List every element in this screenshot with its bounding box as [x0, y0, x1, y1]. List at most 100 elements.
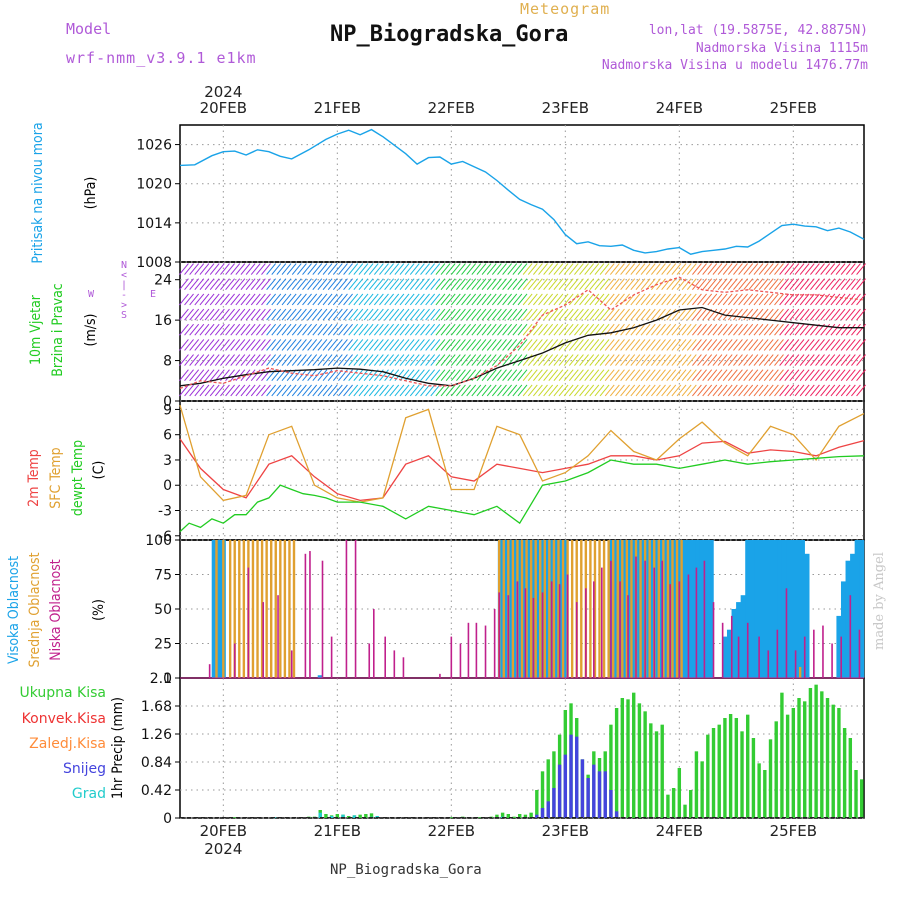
- precip-bar-1: [609, 790, 613, 818]
- wind-barb: [533, 263, 543, 275]
- wind-barb: [486, 369, 497, 382]
- wind-barb: [445, 323, 456, 336]
- wind-barb: [461, 384, 471, 397]
- precip-bar-0: [609, 724, 613, 818]
- wind-barb: [450, 293, 461, 306]
- wind-barb: [548, 323, 559, 336]
- wind-barb: [184, 263, 194, 275]
- wind-barb: [697, 369, 707, 382]
- cloud-bar-1: [233, 540, 236, 678]
- wind-barb: [810, 339, 820, 351]
- wind-barb: [830, 354, 841, 366]
- cloud-bar-2: [550, 581, 553, 678]
- wind-barb: [640, 354, 651, 366]
- wind-barb: [553, 323, 564, 336]
- wind-barb: [707, 354, 718, 366]
- wind-barb: [184, 384, 194, 397]
- wind-barb: [486, 339, 497, 351]
- wind-barb: [845, 278, 856, 291]
- cloud-bar-2: [840, 636, 842, 678]
- wind-barb: [384, 339, 395, 351]
- wind-barb: [255, 263, 266, 275]
- wind-barb: [214, 369, 225, 382]
- precip-bar-0: [233, 817, 237, 819]
- precip-bar-0: [335, 814, 340, 818]
- wind-barb: [722, 384, 733, 397]
- cloud-bar-2: [354, 540, 357, 678]
- wind-barb: [322, 354, 333, 366]
- wind-barb: [835, 308, 846, 321]
- wind-barb: [579, 354, 589, 366]
- cloud-bar-2: [644, 560, 646, 678]
- wind-barb: [317, 293, 328, 306]
- cloud-bar-0: [708, 540, 714, 678]
- wind-barb: [486, 354, 497, 366]
- wind-barb: [533, 384, 543, 397]
- wind-barb: [409, 263, 420, 275]
- wind-barb: [368, 263, 379, 275]
- wind-barb: [497, 278, 507, 291]
- wind-barb: [630, 293, 641, 306]
- wind-barb: [189, 278, 200, 291]
- wind-barb: [466, 278, 477, 291]
- wind-barb: [507, 278, 518, 291]
- wind-barb: [435, 278, 446, 291]
- wind-barb: [609, 308, 620, 321]
- wind-barb: [199, 323, 210, 336]
- wind-barb: [538, 369, 548, 382]
- wind-barb: [522, 339, 533, 351]
- wind-barb: [584, 263, 595, 275]
- wind-barb: [768, 354, 779, 366]
- cloud-bar-0: [749, 540, 755, 678]
- y-tick-label: 24: [154, 273, 172, 289]
- wind-barb: [291, 354, 302, 366]
- wind-barb: [733, 369, 743, 382]
- precip-bar-0: [740, 731, 744, 818]
- wind-barb: [774, 369, 784, 382]
- altitude-text: Nadmorska Visina 1115m: [695, 41, 868, 56]
- wind-barb: [594, 308, 605, 321]
- wind-barb: [609, 354, 620, 366]
- wind-barb: [266, 384, 277, 397]
- cloud-bar-1: [260, 540, 264, 678]
- precip-legend-label: Konvek.Kisa: [22, 711, 106, 727]
- wind-barb: [230, 354, 241, 366]
- wind-barb: [727, 354, 738, 366]
- wind-barb: [733, 323, 743, 336]
- wind-barb: [445, 263, 456, 275]
- precip-bar-0: [728, 714, 733, 818]
- wind-barb: [574, 339, 584, 351]
- wind-barb: [199, 384, 210, 397]
- wind-barb: [579, 339, 589, 351]
- wind-barb: [348, 263, 359, 275]
- wind-barb: [589, 354, 600, 366]
- wind-barb: [681, 278, 692, 291]
- wind-barb: [840, 339, 851, 351]
- wind-barb: [727, 369, 738, 382]
- wind-barb: [553, 369, 564, 382]
- wind-barb: [240, 278, 251, 291]
- grid-lines: [180, 125, 864, 819]
- wind-barb: [471, 384, 482, 397]
- y-tick-label: 1026: [136, 138, 172, 154]
- wind-barb: [538, 278, 548, 291]
- wind-barb: [553, 354, 564, 366]
- cloud-bar-1: [657, 540, 660, 678]
- precip-bar-0: [837, 708, 841, 818]
- cloud-bar-1: [511, 540, 515, 678]
- wind-barb: [707, 308, 718, 321]
- wind-barb: [481, 323, 492, 336]
- x-tick-label-bottom: 20FEB: [200, 822, 247, 840]
- wind-barb: [255, 278, 266, 291]
- wind-barb: [594, 339, 605, 351]
- wind-barb: [302, 384, 312, 397]
- wind-barb: [245, 323, 256, 336]
- precip-bar-0: [774, 721, 778, 818]
- y-tick-label: 0: [163, 811, 172, 827]
- wind-barb: [553, 384, 564, 397]
- wind-barb: [389, 339, 400, 351]
- wind-barb: [784, 278, 795, 291]
- wind-barb: [804, 369, 815, 382]
- cloud-bar-1: [598, 540, 601, 678]
- wind-barb: [399, 293, 410, 306]
